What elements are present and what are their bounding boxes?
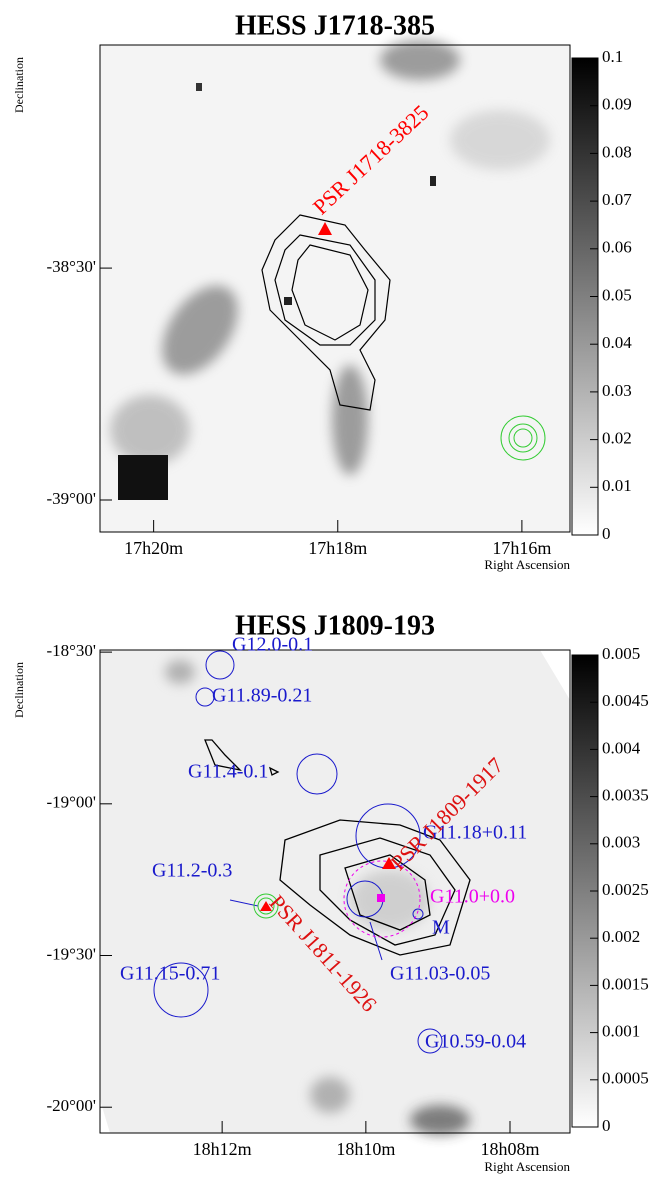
x-tick-label: 18h12m [193, 1139, 252, 1159]
colorbar-tick-label: 0.005 [602, 644, 640, 663]
colorbar-tick-label: 0.003 [602, 833, 640, 852]
annotation: G11.4-0.1 [188, 761, 268, 783]
plot-frame [99, 649, 571, 1134]
y-tick-label: -38°30' [46, 257, 96, 276]
colorbar-tick-label: 0.0005 [602, 1069, 649, 1088]
colorbar-tick-label: 0.02 [602, 429, 632, 448]
colorbar-tick-label: 0.01 [602, 476, 632, 495]
colorbar-tick-label: 0.0025 [602, 880, 649, 899]
annotation: G11.2-0.3 [152, 860, 232, 882]
annotation: G11.03-0.05 [390, 963, 490, 985]
y-tick-label: -18°30' [46, 641, 96, 660]
annotation: G10.59-0.04 [425, 1031, 526, 1053]
chart-title: HESS J1809-193 [235, 610, 435, 641]
y-tick-label: -19°00' [46, 793, 96, 812]
colorbar-tick-label: 0.07 [602, 190, 632, 209]
x-axis-label: Right Ascension [484, 1159, 570, 1174]
annotation: G11.15-0.71 [120, 963, 220, 985]
colorbar-tick-label: 0.002 [602, 927, 640, 946]
colorbar-tick-label: 0.08 [602, 142, 632, 161]
colorbar-tick-label: 0.05 [602, 285, 632, 304]
x-tick-label: 17h16m [492, 538, 551, 558]
y-axis-label: Declination [12, 57, 26, 113]
x-axis-label: Right Ascension [484, 557, 570, 572]
colorbar-tick-label: 0 [602, 524, 611, 543]
x-tick-label: 18h08m [481, 1139, 540, 1159]
annotation: G12.0-0.1 [232, 634, 313, 656]
annotation: M [432, 917, 450, 939]
colorbar-tick-label: 0.03 [602, 381, 632, 400]
y-tick-label: -39°00' [46, 489, 96, 508]
map-image-top [100, 40, 570, 532]
colorbar-tick-label: 0.0045 [602, 691, 649, 710]
colorbar-tick-label: 0.04 [602, 333, 632, 352]
colorbar-tick-label: 0.004 [602, 738, 641, 757]
y-tick-label: -19°30' [46, 944, 96, 963]
x-tick-label: 18h10m [336, 1139, 395, 1159]
map-image-bottom [100, 650, 570, 1135]
colorbar-tick-label: 0.09 [602, 95, 632, 114]
x-tick-label: 17h18m [308, 538, 367, 558]
y-tick-label: -20°00' [46, 1096, 96, 1115]
colorbar-tick-label: 0.0035 [602, 786, 649, 805]
colorbar-tick-label: 0 [602, 1116, 611, 1135]
plot-frame [99, 44, 571, 533]
colorbar-tick-label: 0.001 [602, 1022, 640, 1041]
colorbar-tick-label: 0.1 [602, 47, 623, 66]
annotation: G11.89-0.21 [212, 685, 312, 707]
annotation: G11.0+0.0 [430, 886, 515, 908]
x-tick-label: 17h20m [124, 538, 183, 558]
annotation: G11.18+0.11 [423, 822, 527, 844]
chart-title: HESS J1718-385 [235, 10, 435, 41]
colorbar-tick-label: 0.0015 [602, 974, 649, 993]
y-axis-label: Declination [12, 662, 26, 718]
colorbar-tick-label: 0.06 [602, 238, 632, 257]
